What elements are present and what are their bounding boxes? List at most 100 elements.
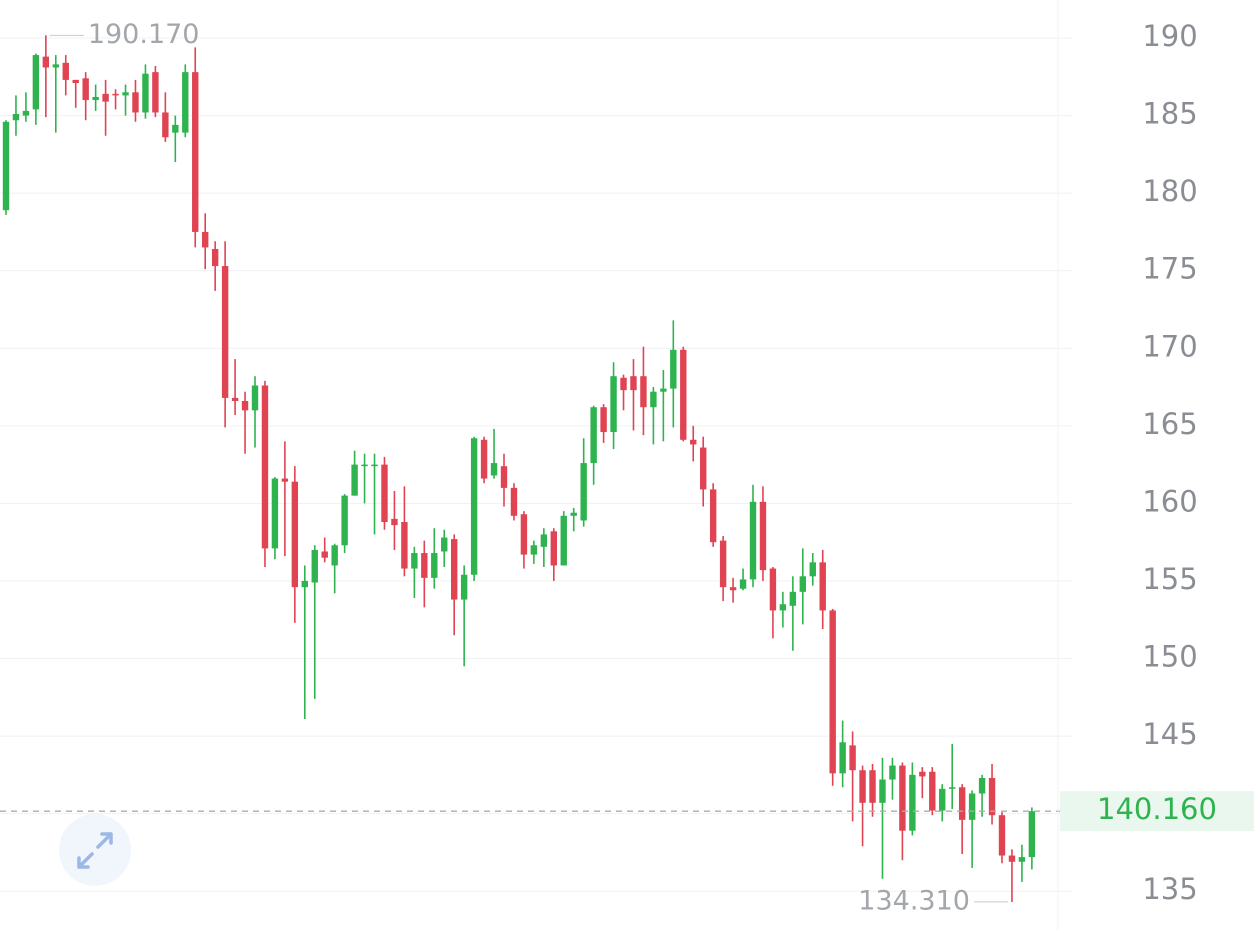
candle-body xyxy=(52,64,59,68)
candle-body xyxy=(640,376,647,408)
candle-body xyxy=(192,72,199,232)
candle-body xyxy=(291,481,299,588)
candle-body xyxy=(700,447,707,490)
plot: 135140145150155160165170175180185190190.… xyxy=(0,19,1254,916)
candle-body xyxy=(859,770,866,803)
candle-body xyxy=(510,487,518,516)
candle-body xyxy=(431,553,438,578)
candle-body xyxy=(988,777,996,816)
candle-body xyxy=(172,124,179,133)
candle-body xyxy=(620,377,627,391)
candle-body xyxy=(221,266,229,398)
candle-body xyxy=(779,604,787,611)
candle-body xyxy=(909,774,916,831)
candle-body xyxy=(281,478,289,482)
candle-body xyxy=(480,439,488,479)
low-label: 134.310 xyxy=(858,885,970,916)
y-tick-label: 165 xyxy=(1142,407,1197,441)
candle-body xyxy=(211,248,219,267)
candle-body xyxy=(1018,857,1026,862)
candle-body xyxy=(570,512,577,516)
y-tick-label: 170 xyxy=(1142,329,1197,363)
candle-body xyxy=(590,407,597,464)
candle-body xyxy=(411,553,418,569)
candle-body xyxy=(1008,855,1016,862)
candle-body xyxy=(809,562,816,577)
candle-body xyxy=(580,463,587,521)
candle-body xyxy=(650,391,657,408)
candle-body xyxy=(271,478,279,549)
candle-body xyxy=(968,793,976,820)
y-tick-label: 145 xyxy=(1142,717,1197,751)
candle-body xyxy=(998,815,1006,856)
y-tick-label: 160 xyxy=(1142,484,1197,518)
candle-body xyxy=(82,78,89,101)
candle-body xyxy=(152,72,159,113)
candle-body xyxy=(540,534,548,547)
candle-body xyxy=(391,518,398,526)
candle-body xyxy=(660,388,667,392)
y-tick-label: 180 xyxy=(1142,174,1197,208)
y-tick-label: 185 xyxy=(1142,97,1197,131)
candle-body xyxy=(600,407,607,433)
candle-body xyxy=(311,549,318,583)
candle-body xyxy=(331,545,338,566)
candle-body xyxy=(560,515,567,566)
candle-body xyxy=(202,231,209,248)
candle-body xyxy=(460,574,468,600)
candle-body xyxy=(759,501,767,571)
candle-body xyxy=(789,591,797,606)
y-tick-label: 135 xyxy=(1142,872,1197,906)
last-price-label: 140.160 xyxy=(1097,792,1217,826)
candle-body xyxy=(182,72,189,133)
candle-body xyxy=(231,397,239,402)
candle-body xyxy=(739,579,747,589)
candle-body xyxy=(42,56,50,68)
candle-body xyxy=(719,540,727,588)
candle-body xyxy=(849,745,856,771)
candle-body xyxy=(978,777,986,794)
candle-body xyxy=(301,580,308,588)
y-tick-label: 175 xyxy=(1142,252,1197,286)
candle-body xyxy=(351,464,358,496)
candle-body xyxy=(401,522,408,569)
candle-body xyxy=(22,110,30,116)
candle-body xyxy=(321,551,328,558)
candle-body xyxy=(241,401,249,411)
y-tick-label: 155 xyxy=(1142,562,1197,596)
candle-body xyxy=(12,114,20,121)
candle-body xyxy=(451,539,458,600)
y-tick-label: 190 xyxy=(1142,19,1197,53)
candle-body xyxy=(92,96,99,101)
candle-body xyxy=(381,464,388,523)
last-price-tag xyxy=(1060,791,1254,832)
candle-body xyxy=(670,349,677,389)
candle-body xyxy=(162,112,169,138)
candle-body xyxy=(1028,811,1036,858)
candle-body xyxy=(610,376,617,433)
candle-body xyxy=(470,438,478,575)
candle-body xyxy=(72,79,79,83)
y-tick-label: 150 xyxy=(1142,640,1197,674)
expand-icon xyxy=(77,832,113,869)
candle-body xyxy=(799,576,806,592)
candle-body xyxy=(899,765,906,831)
candle-body xyxy=(371,464,378,467)
candle-body xyxy=(520,514,528,555)
expand-button[interactable] xyxy=(59,814,131,886)
candle-body xyxy=(729,587,737,591)
high-label: 190.170 xyxy=(88,19,200,50)
candle-body xyxy=(102,93,109,102)
candle-body xyxy=(709,489,717,543)
candle-body xyxy=(749,501,757,580)
candle-body xyxy=(919,771,926,777)
candle-body xyxy=(869,770,876,803)
candle-body xyxy=(132,92,139,113)
candle-body xyxy=(142,73,149,113)
candle-body xyxy=(251,385,259,411)
candle-body xyxy=(769,568,777,611)
candle-body xyxy=(929,771,936,811)
candle-body xyxy=(550,531,557,566)
